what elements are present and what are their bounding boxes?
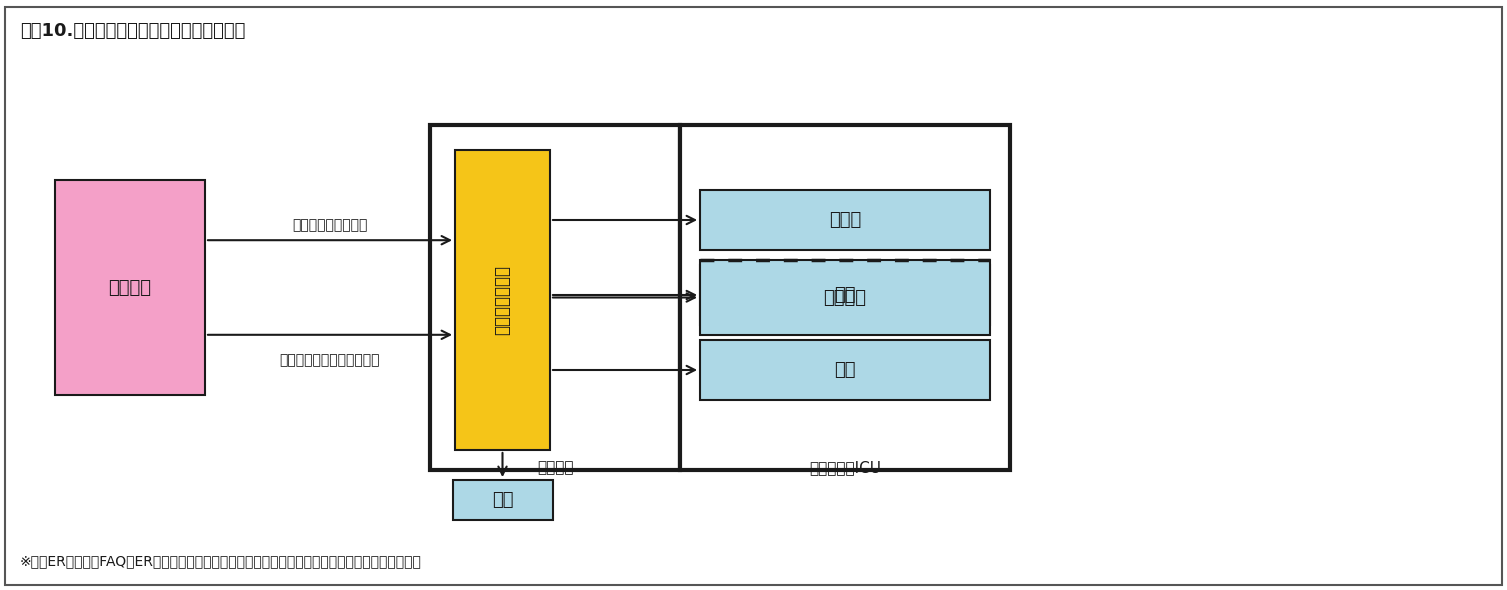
- Text: 図表10.　各科相乗り型の救急医療システム: 図表10. 各科相乗り型の救急医療システム: [20, 22, 246, 40]
- Text: 救急車等による搬送: 救急車等による搬送: [292, 218, 368, 232]
- Text: 各科病棟、ICU: 各科病棟、ICU: [809, 460, 882, 475]
- FancyBboxPatch shape: [699, 340, 990, 400]
- FancyBboxPatch shape: [680, 125, 1010, 470]
- FancyBboxPatch shape: [699, 190, 990, 250]
- Text: 救急患者: 救急患者: [109, 278, 152, 297]
- FancyBboxPatch shape: [452, 480, 553, 520]
- Text: 救急外来: 救急外来: [536, 460, 573, 475]
- Text: ※　「ERシステムFAQ」ER検討委員会（日本救急医学会ホームページ）の図３をもとに、筆者作成: ※ 「ERシステムFAQ」ER検討委員会（日本救急医学会ホームページ）の図３をも…: [20, 554, 422, 568]
- FancyBboxPatch shape: [429, 125, 680, 470]
- Text: 外科: 外科: [835, 286, 856, 304]
- FancyBboxPatch shape: [699, 265, 990, 325]
- Text: 帰宅: 帰宅: [491, 491, 514, 509]
- Text: 小児科: 小児科: [829, 211, 860, 229]
- Text: 徒歩・マイカーなどの外来: 徒歩・マイカーなどの外来: [280, 353, 380, 367]
- FancyBboxPatch shape: [54, 180, 205, 395]
- FancyBboxPatch shape: [699, 260, 990, 335]
- Text: 各専門科: 各専門科: [823, 289, 867, 306]
- FancyBboxPatch shape: [5, 7, 1502, 585]
- Text: 内科: 内科: [835, 361, 856, 379]
- Text: 振り分けナース: 振り分けナース: [493, 265, 511, 335]
- FancyBboxPatch shape: [455, 150, 550, 450]
